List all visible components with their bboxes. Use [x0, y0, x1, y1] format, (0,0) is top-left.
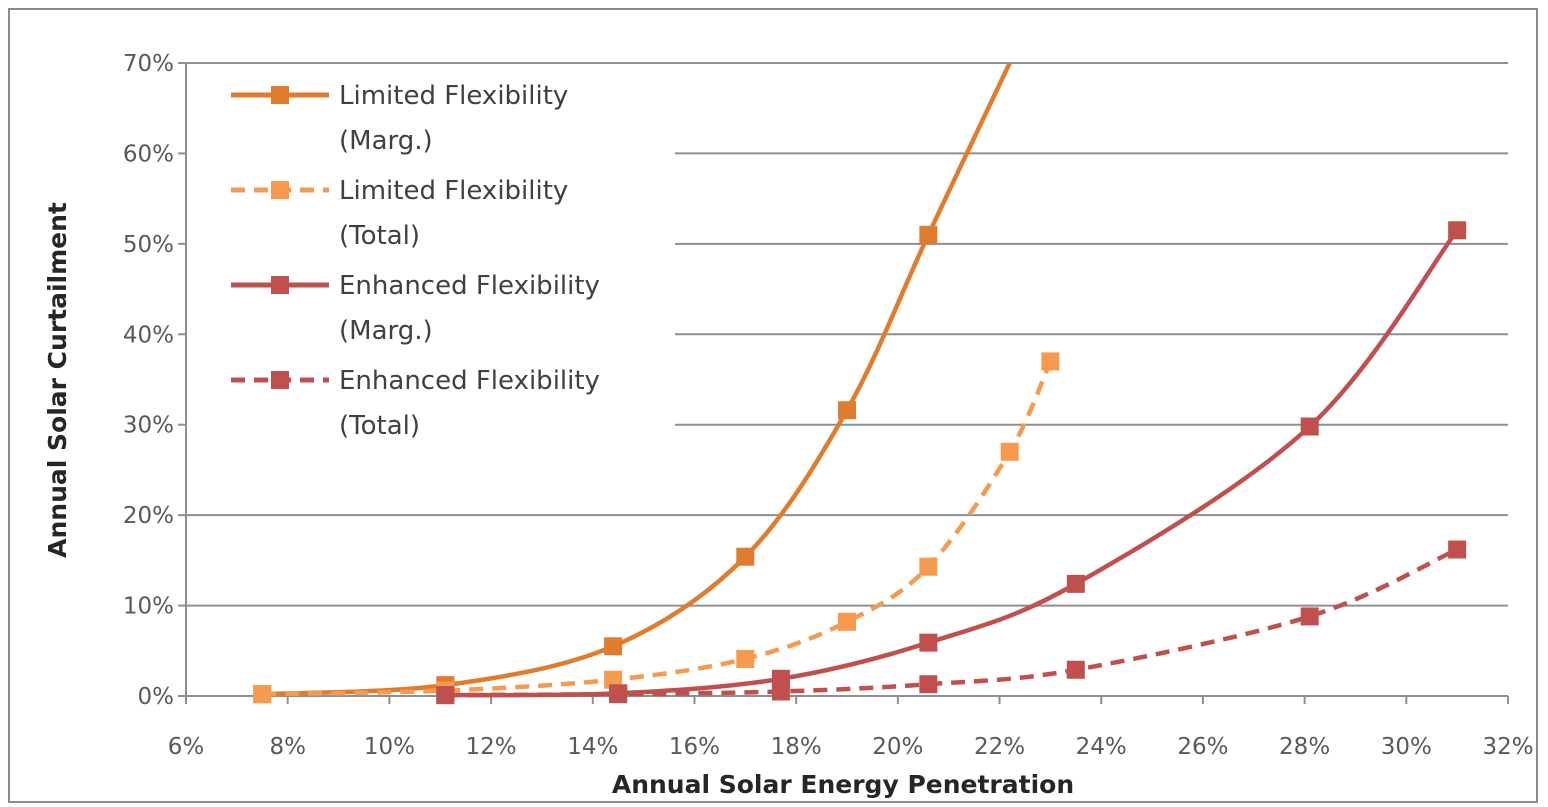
series-2-marker-4: [736, 649, 755, 668]
series-2-marker-7: [1000, 442, 1019, 461]
series-4-marker-5: [1066, 660, 1085, 679]
x-tick-label-6: 18%: [771, 734, 822, 760]
axes: 0% 10% 20% 30% 40% 50% 60% 70% 6% 8% 10% 12% 14% 16% 1…: [123, 51, 1534, 760]
legend: Limited Flexibility (Marg.) Limited Flexib…: [231, 81, 600, 441]
y-tick-label-5: 50%: [123, 232, 174, 258]
x-tick-label-10: 26%: [1177, 734, 1228, 760]
series-4-marker-1: [436, 686, 455, 705]
y-axis-title: Annual Solar Curtailment: [43, 202, 72, 558]
x-tick-label-12: 30%: [1381, 734, 1432, 760]
x-axis-title: Annual Solar Energy Penetration: [612, 770, 1074, 799]
series-1-marker-3: [604, 637, 623, 656]
series-1-marker-4: [736, 547, 755, 566]
series-1-marker-5: [838, 401, 856, 420]
legend-label-1-line-2: (Marg.): [339, 126, 433, 156]
y-tick-label-6: 60%: [123, 141, 174, 167]
y-tick-label-0: 0%: [138, 684, 175, 710]
y-tick-label-7: 70%: [123, 51, 174, 77]
series-layer: [253, 62, 1467, 705]
legend-label-2-line-2: (Total): [339, 221, 420, 251]
series-2: [253, 352, 1060, 704]
x-tick-label-1: 8%: [269, 734, 306, 760]
x-tick-label-3: 12%: [466, 734, 517, 760]
series-4-marker-2: [609, 685, 628, 704]
x-tick-label-2: 10%: [364, 734, 415, 760]
x-tick-label-4: 14%: [567, 734, 618, 760]
x-tick-label-13: 32%: [1482, 734, 1533, 760]
series-2-line: [262, 360, 1053, 697]
x-tick-label-0: 6%: [168, 734, 205, 760]
legend-label-4-line-2: (Total): [339, 411, 420, 441]
series-3-marker-6: [1300, 417, 1319, 436]
series-4-marker-3: [771, 682, 790, 701]
legend-label-2-line-1: Limited Flexibility: [339, 176, 568, 206]
x-tick-label-5: 16%: [669, 734, 720, 760]
series-4-marker-4: [919, 675, 938, 694]
legend-marker-1: [271, 86, 289, 104]
series-2-marker-5: [838, 612, 856, 631]
y-tick-label-3: 30%: [123, 413, 174, 439]
legend-label-1-line-1: Limited Flexibility: [339, 81, 568, 111]
y-tick-label-2: 20%: [123, 503, 174, 529]
y-tick-label-4: 40%: [123, 322, 174, 348]
x-tick-label-8: 22%: [974, 734, 1025, 760]
series-2-marker-8: [1041, 352, 1060, 371]
series-3-marker-7: [1448, 221, 1467, 240]
y-tick-label-1: 10%: [123, 594, 174, 620]
x-tick-label-7: 20%: [872, 734, 923, 760]
series-4-marker-7: [1448, 540, 1467, 559]
series-3-marker-4: [919, 633, 938, 652]
legend-label-3-line-1: Enhanced Flexibility: [339, 271, 600, 301]
series-3-marker-5: [1066, 574, 1085, 593]
series-2-marker-3: [604, 670, 623, 689]
x-tick-label-11: 28%: [1279, 734, 1330, 760]
series-2-marker-6: [919, 557, 938, 576]
series-4-marker-6: [1300, 607, 1319, 626]
legend-marker-3: [271, 276, 289, 294]
legend-label-3-line-2: (Marg.): [339, 316, 433, 346]
legend-label-4-line-1: Enhanced Flexibility: [339, 366, 600, 396]
gridlines: [186, 62, 1508, 607]
x-tick-label-9: 24%: [1076, 734, 1127, 760]
legend-marker-4: [271, 371, 289, 389]
legend-marker-2: [271, 181, 289, 199]
series-4: [436, 540, 1467, 705]
series-1-marker-6: [919, 225, 938, 244]
series-2-marker-1: [253, 685, 272, 704]
